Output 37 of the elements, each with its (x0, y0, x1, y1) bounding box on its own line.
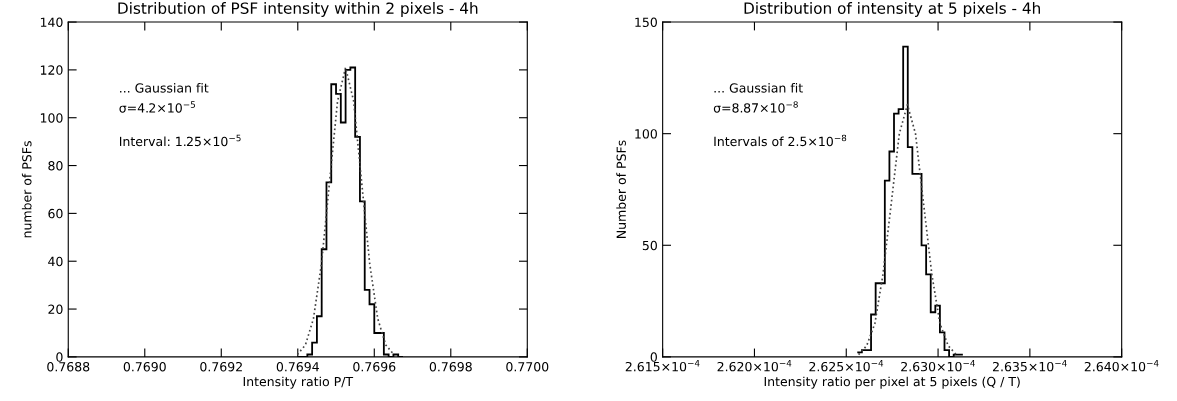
annotation: σ=4.2×10$^{−5}$ (119, 101, 195, 113)
y-tick-label: 140 (40, 17, 63, 27)
y-tick-label: 100 (40, 113, 63, 123)
annotation: ... Gaussian fit (120, 82, 209, 93)
y-tick-label: 120 (40, 65, 63, 75)
y-tick-label: 0 (56, 352, 63, 362)
y-tick-label: 60 (48, 208, 63, 219)
x-tick-label: 0.7700 (506, 361, 549, 372)
x-tick-label: 0.7696 (353, 361, 396, 372)
annotation: Interval: 1.25×10$^{−5}$ (119, 134, 241, 147)
y-tick-label: 0 (650, 352, 657, 362)
x-tick-label: 2.640×10$^{−4}$ (1084, 360, 1159, 372)
y-axis-title: number of PSFs (21, 141, 32, 238)
x-tick-label: 0.7688 (47, 361, 90, 372)
y-tick-label: 20 (48, 304, 63, 314)
y-tick-label: 50 (642, 240, 657, 251)
y-tick-label: 40 (48, 256, 63, 267)
x-tick-label: 0.7698 (429, 361, 472, 372)
x-tick-label: 2.635×10$^{−4}$ (992, 360, 1067, 372)
x-tick-label: 0.7694 (276, 361, 319, 372)
y-axis-title: Number of PSFs (616, 140, 626, 238)
x-axis-title: Intensity ratio per pixel at 5 pixels (Q / T) (764, 376, 1020, 389)
chart-title: Distribution of PSF intensity within 2 pixels - 4h (118, 2, 478, 17)
x-tick-label: 2.630×10$^{−4}$ (901, 360, 975, 372)
line-series (857, 103, 958, 356)
annotation: σ=8.87×10$^{−8}$ (713, 101, 798, 113)
annotation: Intervals of 2.5×10$^{−8}$ (714, 134, 847, 147)
y-tick-label: 80 (48, 161, 63, 171)
x-tick-label: 2.625×10$^{−4}$ (809, 360, 884, 372)
annotation: ... Gaussian fit (714, 82, 803, 93)
x-tick-label: 2.620×10$^{−4}$ (717, 360, 792, 372)
y-tick-label: 100 (635, 129, 657, 139)
chart-title: Distribution of intensity at 5 pixels - 4h (744, 2, 1040, 17)
y-tick-label: 150 (635, 17, 657, 27)
x-tick-label: 0.7690 (123, 361, 166, 372)
x-axis-title: Intensity ratio P/T (243, 376, 354, 389)
x-tick-label: 0.7692 (200, 361, 242, 372)
